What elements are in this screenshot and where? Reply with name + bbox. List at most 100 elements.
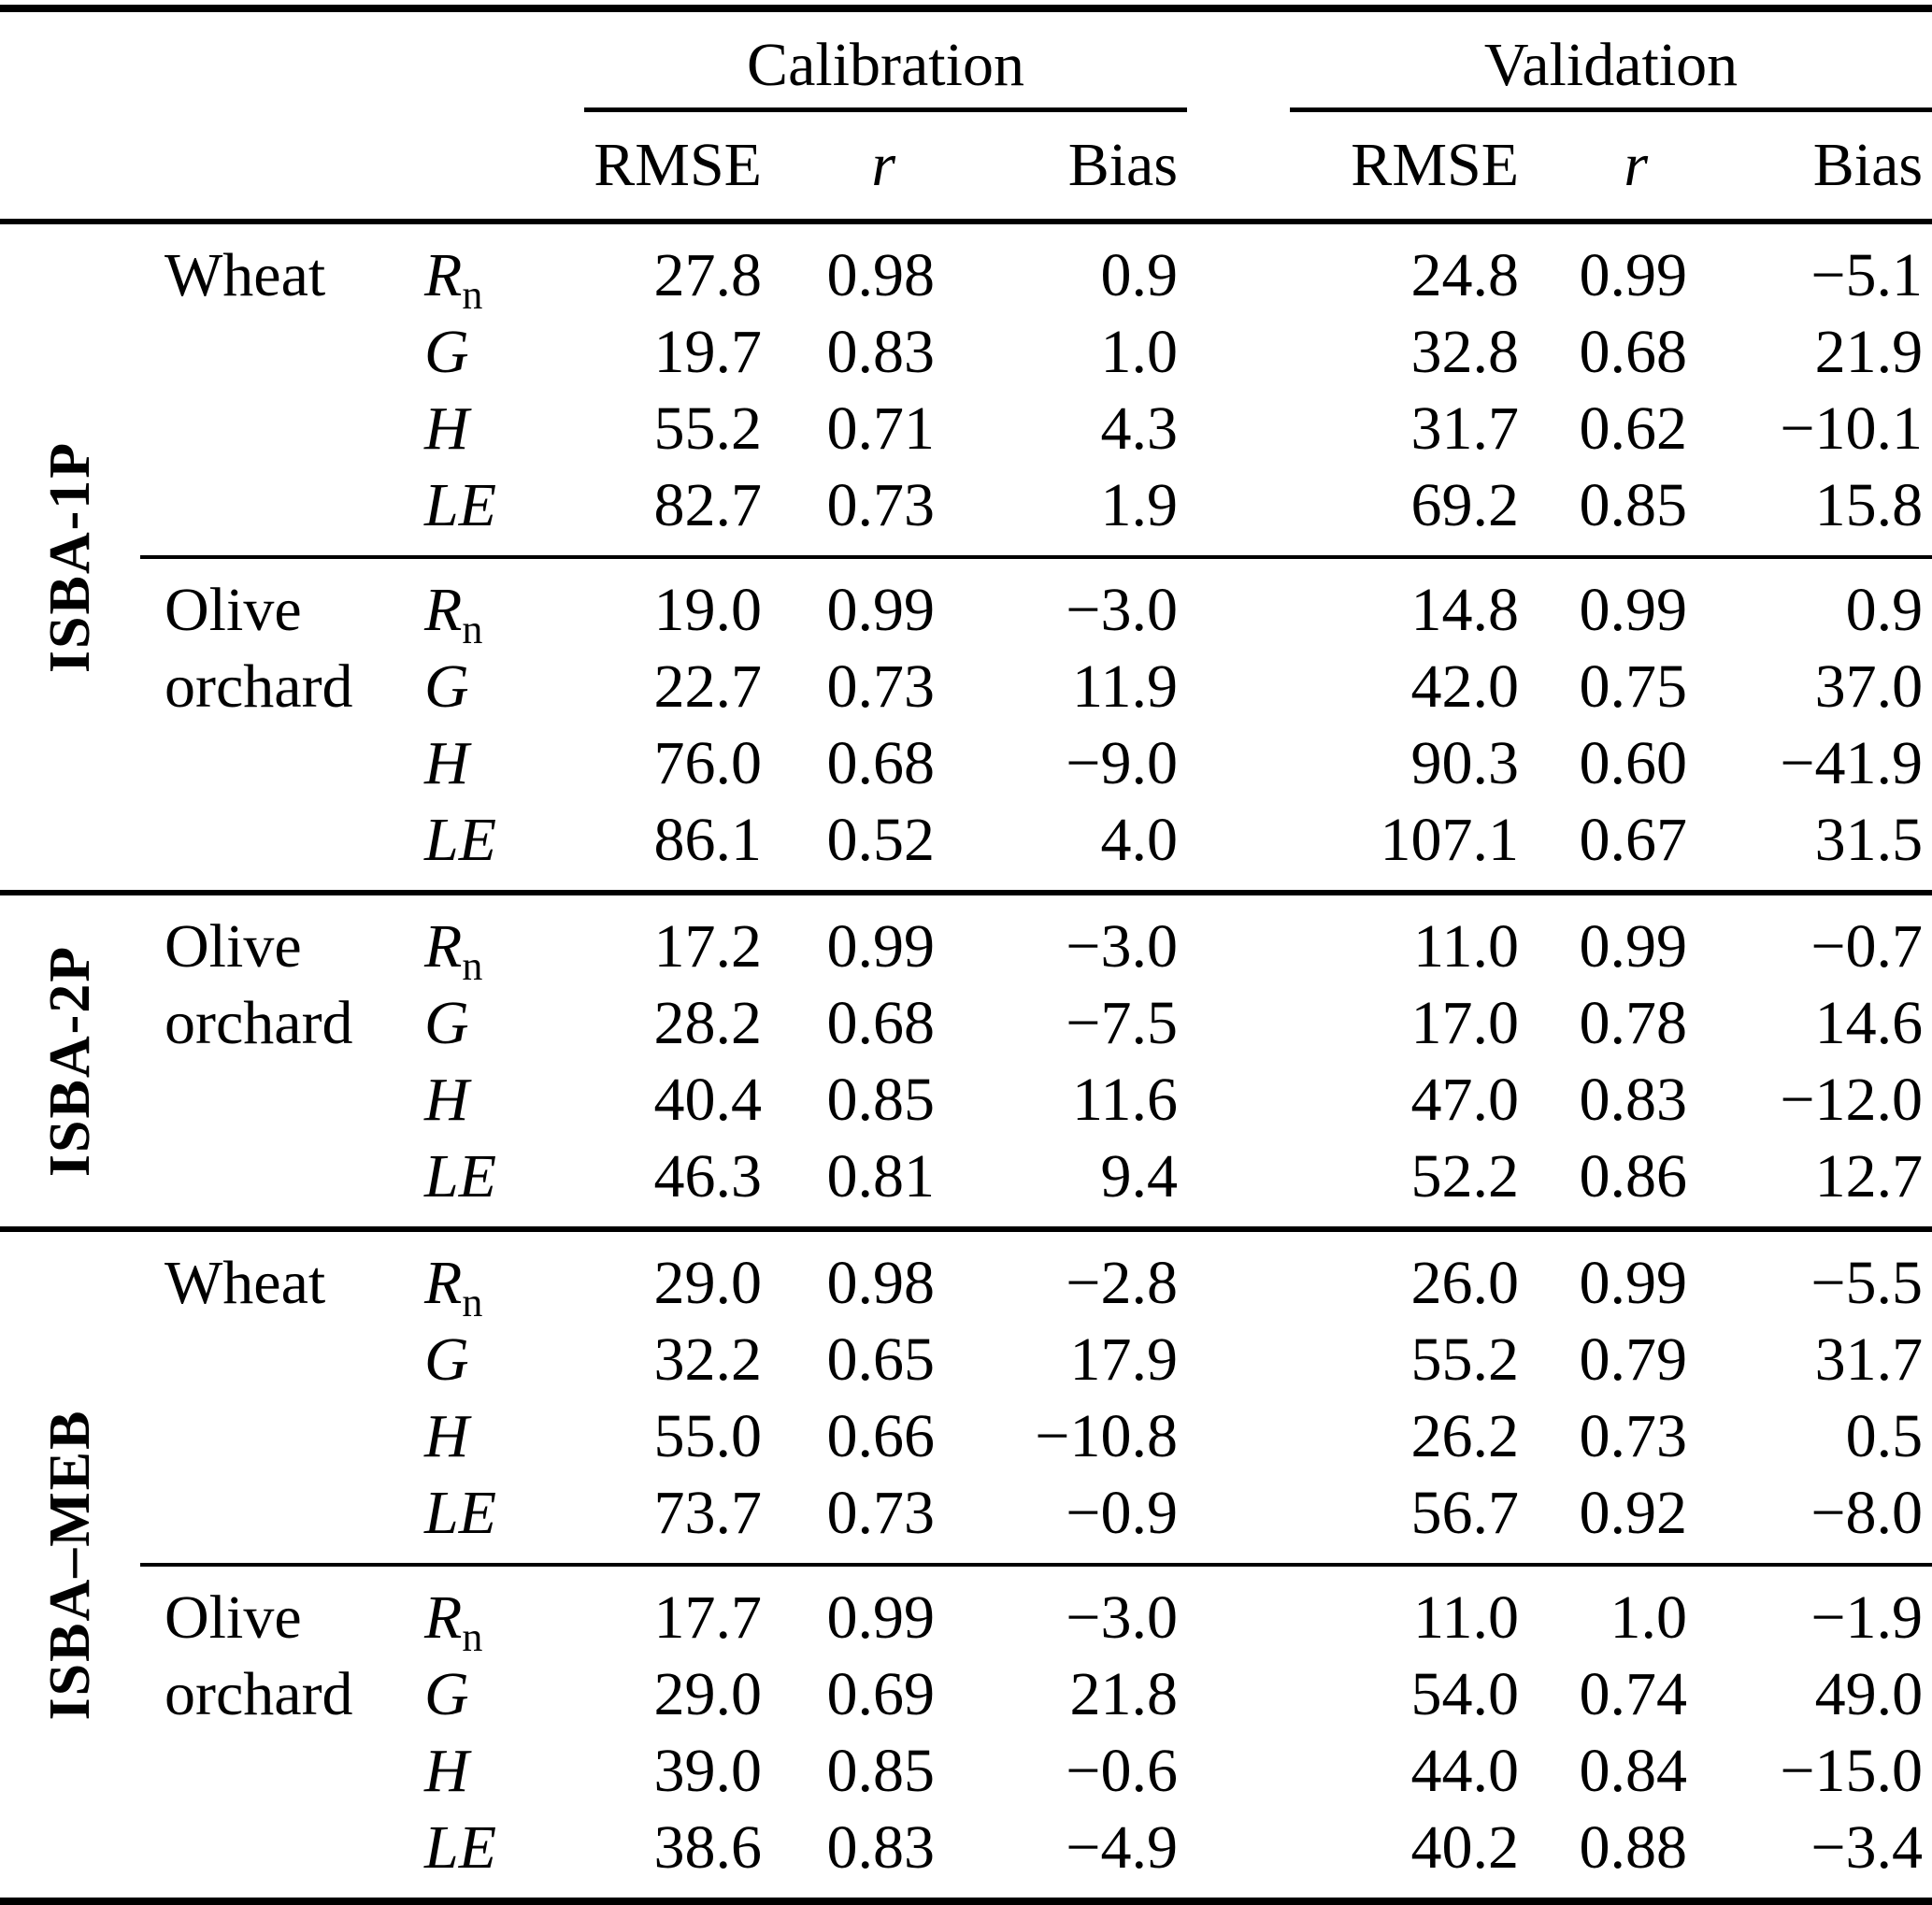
- cal-rmse-value: 40.4: [653, 1066, 763, 1134]
- val-bias-value: 31.7: [1814, 1325, 1924, 1394]
- data-row: ISBA-2P Olive orchard Rn 17.2 0.99 −3.0 …: [0, 893, 1932, 1177]
- isba-meb-block: ISBA–MEB Wheat Rn 29.0 0.98 −2.8 26.0 0.…: [0, 1229, 1932, 1901]
- metric-spacer-left: [0, 110, 584, 222]
- val-rmse-value: 11.0: [1412, 912, 1520, 981]
- val-r-value: 0.99: [1579, 241, 1688, 309]
- cal-rmse-value: 82.7: [653, 471, 763, 539]
- cal-rmse-value: 27.8: [653, 241, 763, 309]
- variable-label: Rn: [424, 241, 483, 319]
- val-rmse-value: 52.2: [1410, 1142, 1520, 1210]
- data-row: Olive orchard Rn 17.7 0.99 −3.0 11.0 1.0…: [0, 1563, 1932, 1901]
- data-row: G 22.7 0.73 11.9 42.0 0.75 37.0: [0, 649, 1932, 725]
- data-row: ISBA-1P Wheat Rn 27.8 0.98 0.9 24.8 0.99…: [0, 222, 1932, 673]
- cal-rmse-value: 32.2: [653, 1325, 763, 1394]
- val-r-value: 0.78: [1579, 989, 1688, 1057]
- data-row: H 76.0 0.68 −9.0 90.3 0.60 −41.9: [0, 725, 1932, 802]
- cal-r-value: 0.73: [826, 652, 936, 721]
- val-r-value: 0.86: [1579, 1142, 1688, 1210]
- spacer-cell: [1187, 467, 1290, 557]
- val-bias-value: 37.0: [1814, 652, 1924, 721]
- cal-bias-value: −3.0: [944, 555, 1188, 649]
- cal-rmse-value: 38.6: [653, 1813, 763, 1882]
- cal-r-value: 0.83: [826, 318, 936, 386]
- spacer-cell: [1187, 1810, 1290, 1901]
- val-r-value: 0.62: [1579, 394, 1688, 463]
- cal-r-value: 0.99: [826, 912, 936, 981]
- spacer-cell: [1187, 1139, 1290, 1229]
- cal-rmse-header: RMSE: [594, 131, 762, 199]
- cal-r-value: 0.83: [826, 1813, 936, 1882]
- spacer-cell: [1187, 725, 1290, 802]
- variable-label: H: [424, 394, 469, 463]
- cal-r-header: r: [871, 131, 895, 199]
- cal-rmse-value: 17.2: [653, 912, 763, 981]
- cal-bias-value: −3.0: [944, 1563, 1188, 1656]
- val-r-value: 0.67: [1579, 806, 1688, 874]
- data-row: LE 73.7 0.73 −0.9 56.7 0.92 −8.0: [0, 1475, 1932, 1565]
- variable-label: G: [424, 989, 469, 1057]
- isba-2p-block: ISBA-2P Olive orchard Rn 17.2 0.99 −3.0 …: [0, 893, 1932, 1229]
- variable-label: LE: [424, 1479, 497, 1547]
- data-row: Olive orchard Rn 19.0 0.99 −3.0 14.8 0.9…: [0, 555, 1932, 893]
- val-bias-value: 0.9: [1696, 555, 1932, 649]
- val-bias-value: −8.0: [1810, 1479, 1924, 1547]
- val-r-value: 0.99: [1579, 1249, 1688, 1317]
- val-bias-value: −12.0: [1780, 1066, 1924, 1134]
- val-rmse-value: 11.0: [1290, 1563, 1529, 1656]
- cal-bias-value: 21.8: [1069, 1660, 1179, 1728]
- cal-rmse-value: 55.0: [653, 1402, 763, 1470]
- val-rmse-value: 69.2: [1410, 471, 1520, 539]
- val-r-value: 0.99: [1528, 555, 1697, 649]
- data-row: H 39.0 0.85 −0.6 44.0 0.84 −15.0: [0, 1733, 1932, 1810]
- cal-rmse-value: 19.7: [653, 318, 763, 386]
- cal-bias-value: −4.9: [1066, 1813, 1179, 1882]
- cal-rmse-value: 19.0: [584, 555, 771, 649]
- val-r-header: r: [1624, 131, 1649, 199]
- val-rmse-value: 107.1: [1380, 806, 1520, 874]
- cal-bias-value: 1.9: [1100, 471, 1179, 539]
- val-bias-value: −0.7: [1810, 912, 1924, 981]
- val-bias-value: 31.5: [1814, 806, 1924, 874]
- metric-gap: [1187, 110, 1290, 222]
- cal-r-value: 0.69: [826, 1660, 936, 1728]
- data-row: H 40.4 0.85 11.6 47.0 0.83 −12.0: [0, 1062, 1932, 1139]
- cal-r-value: 0.99: [771, 555, 944, 649]
- val-bias-value: −10.1: [1780, 394, 1924, 463]
- spacer-cell: [1187, 1656, 1290, 1733]
- val-rmse-value: 31.7: [1410, 394, 1520, 463]
- cal-bias-value: 11.9: [1071, 652, 1179, 721]
- isba-1p-block: ISBA-1P Wheat Rn 27.8 0.98 0.9 24.8 0.99…: [0, 222, 1932, 893]
- data-row: LE 46.3 0.81 9.4 52.2 0.86 12.7: [0, 1139, 1932, 1229]
- variable-label: G: [424, 318, 469, 386]
- val-bias-value: −41.9: [1780, 729, 1924, 797]
- variable-label: LE: [424, 1142, 497, 1210]
- val-bias-value: 12.7: [1814, 1142, 1924, 1210]
- cal-r-value: 0.98: [826, 241, 936, 309]
- data-row: LE 86.1 0.52 4.0 107.1 0.67 31.5: [0, 802, 1932, 893]
- val-r-value: 0.60: [1579, 729, 1688, 797]
- variable-label: LE: [424, 806, 497, 874]
- cal-rmse-value: 39.0: [653, 1737, 763, 1805]
- spacer-cell: [1187, 391, 1290, 467]
- data-row: G 19.7 0.83 1.0 32.8 0.68 21.9: [0, 314, 1932, 391]
- cal-r-value: 0.85: [826, 1737, 936, 1805]
- variable-label: H: [424, 1737, 469, 1805]
- variable-label: H: [424, 1066, 469, 1134]
- cal-r-value: 0.99: [771, 1563, 944, 1656]
- val-bias-value: 0.5: [1845, 1402, 1924, 1470]
- spacer-cell: [1187, 649, 1290, 725]
- val-bias-header: Bias: [1812, 131, 1924, 199]
- variable-label: Rn: [411, 1563, 584, 1658]
- spacer-cell: [1187, 802, 1290, 893]
- site-label: Olive orchard: [140, 1563, 411, 1901]
- val-bias-value: −5.5: [1810, 1249, 1924, 1317]
- metric-header-row: RMSE r Bias RMSE r Bias: [0, 110, 1932, 222]
- cal-rmse-value: 86.1: [653, 806, 763, 874]
- cal-bias-value: 1.0: [1100, 318, 1179, 386]
- spacer-cell: [1187, 893, 1290, 985]
- cal-rmse-value: 55.2: [653, 394, 763, 463]
- val-r-value: 0.75: [1579, 652, 1688, 721]
- variable-label: G: [424, 1325, 469, 1394]
- model-label-isba-1p: ISBA-1P: [38, 440, 102, 674]
- val-r-value: 0.99: [1579, 912, 1688, 981]
